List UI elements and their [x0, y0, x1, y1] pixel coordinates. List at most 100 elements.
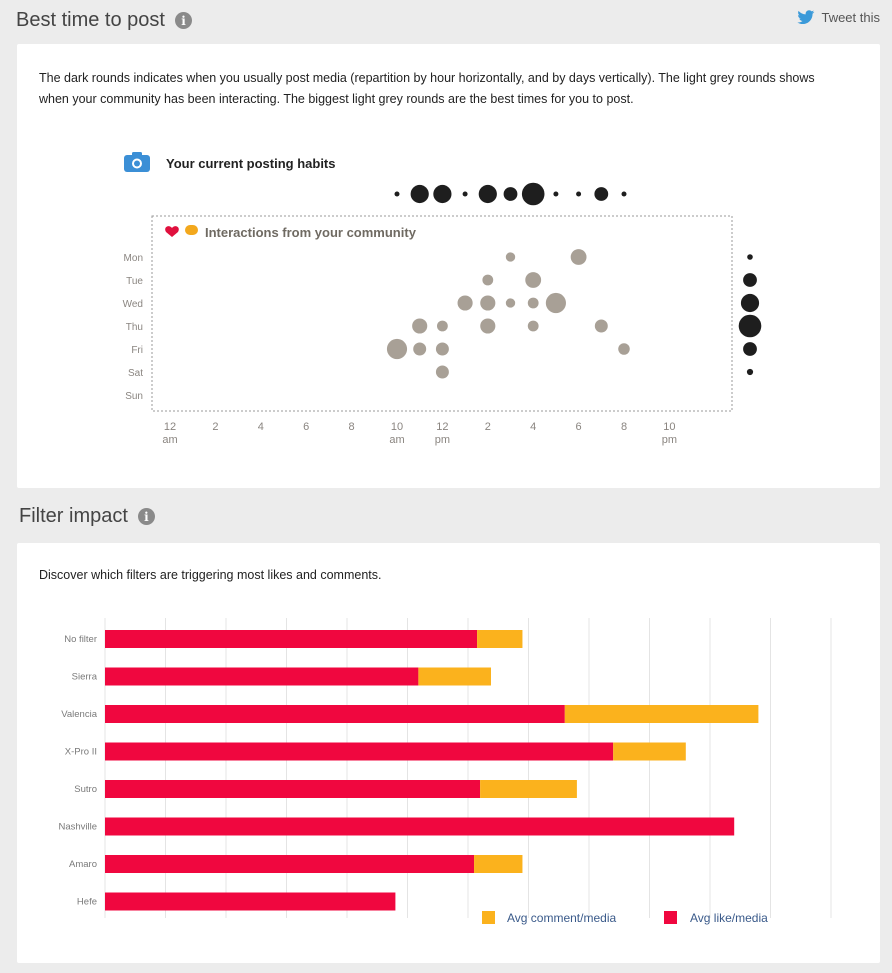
posting-hour-dot	[621, 191, 627, 197]
interaction-dot	[435, 342, 449, 356]
best-time-description: The dark rounds indicates when you usual…	[39, 71, 815, 106]
interaction-dot	[570, 249, 587, 265]
like-bar	[105, 855, 475, 873]
like-bar	[105, 667, 419, 686]
like-bar	[105, 705, 565, 723]
interaction-dot	[525, 272, 542, 288]
interaction-dot	[594, 319, 608, 333]
hour-tick-label: 8	[621, 421, 627, 433]
day-label: Tue	[126, 276, 143, 287]
best-time-chart: Interactions from your community Mon Tue W…	[123, 182, 762, 446]
posting-hour-dot	[521, 182, 545, 206]
like-bar	[105, 817, 735, 836]
hour-tick-sublabel: am	[389, 434, 404, 446]
legend-like-swatch	[664, 911, 677, 924]
posting-hour-dot	[503, 187, 518, 201]
hour-tick-label: 12	[436, 421, 448, 433]
camera-icon	[124, 152, 150, 172]
interaction-dot	[527, 297, 539, 309]
interaction-dot	[413, 342, 427, 356]
hour-tick-sublabel: pm	[662, 434, 677, 446]
posting-habits-label: Your current posting habits	[166, 156, 336, 171]
filter-impact-header: Filter impact i	[19, 505, 155, 528]
hour-tick-sublabel: am	[162, 434, 177, 446]
hour-tick-label: 2	[212, 421, 218, 433]
comment-bar	[477, 630, 523, 648]
info-icon[interactable]: i	[174, 12, 192, 29]
twitter-bird-icon	[797, 10, 815, 25]
posting-day-dot	[743, 342, 757, 356]
like-bar	[105, 780, 481, 798]
interaction-dot	[505, 252, 516, 262]
posting-hour-dot	[394, 191, 400, 197]
filter-label: Sierra	[72, 672, 98, 683]
hour-tick-sublabel: pm	[435, 434, 450, 446]
day-label: Thu	[126, 322, 143, 333]
filter-label: Amaro	[69, 859, 97, 870]
best-time-header: Best time to post i	[16, 9, 192, 32]
hour-tick-label: 10	[663, 421, 675, 433]
interaction-dot	[437, 320, 448, 332]
hour-tick-label: 4	[530, 421, 536, 433]
interactions-box	[151, 215, 733, 412]
interaction-dot	[505, 298, 516, 308]
filter-label: Sutro	[74, 784, 97, 795]
day-label: Wed	[123, 299, 143, 310]
day-label: Fri	[131, 345, 143, 356]
posting-day-dot	[747, 254, 753, 260]
interactions-label: Interactions from your community	[205, 225, 417, 240]
posting-hour-dot	[576, 191, 582, 197]
posting-day-dot	[738, 314, 762, 338]
like-bar	[105, 892, 396, 911]
day-label: Mon	[124, 253, 143, 264]
interaction-dot	[412, 318, 428, 334]
posting-hour-dot	[433, 184, 452, 204]
filter-label: Valencia	[61, 709, 97, 720]
comment-bubble-icon	[185, 225, 198, 235]
filter-label: No filter	[64, 634, 97, 645]
filter-impact-description: Discover which filters are triggering mo…	[39, 568, 382, 582]
day-label: Sun	[125, 391, 143, 402]
tweet-this-button[interactable]: Tweet this	[797, 10, 880, 25]
legend-comment-swatch	[482, 911, 495, 924]
best-time-title: Best time to post	[16, 9, 165, 31]
info-icon[interactable]: i	[137, 508, 155, 525]
like-bar	[105, 630, 478, 648]
posting-hour-dot	[594, 187, 609, 201]
comment-bar	[613, 742, 686, 761]
comment-bar	[418, 667, 491, 686]
hour-tick-label: 8	[349, 421, 355, 433]
filter-bar-chart: No filter Sierra Valencia X-Pro II Sutro Nash…	[58, 618, 832, 925]
interaction-dot	[386, 338, 408, 360]
comment-bar	[474, 855, 523, 873]
legend-like-label: Avg like/media	[690, 911, 768, 925]
posting-hour-dot	[553, 191, 559, 197]
interaction-dot	[480, 295, 496, 311]
hour-tick-label: 12	[164, 421, 176, 433]
interaction-dot	[482, 274, 494, 286]
interaction-dot	[435, 365, 449, 379]
filter-label: Nashville	[58, 822, 97, 833]
like-bar	[105, 742, 614, 761]
legend-comment-label: Avg comment/media	[507, 911, 616, 925]
hour-tick-label: 10	[391, 421, 403, 433]
comment-bar	[564, 705, 759, 723]
hour-tick-label: 2	[485, 421, 491, 433]
day-label: Sat	[128, 368, 143, 379]
interaction-dot	[457, 295, 473, 311]
interaction-dot	[527, 320, 539, 332]
heart-icon	[165, 226, 179, 237]
posting-day-dot	[740, 293, 760, 313]
hour-tick-label: 4	[258, 421, 264, 433]
interaction-dot	[545, 292, 566, 314]
posting-day-dot	[743, 273, 757, 287]
best-time-card: The dark rounds indicates when you usual…	[17, 44, 880, 488]
filter-impact-card: Discover which filters are triggering mo…	[17, 543, 880, 963]
interaction-dot	[618, 343, 630, 355]
tweet-this-label: Tweet this	[821, 10, 880, 25]
filter-label: X-Pro II	[65, 747, 97, 758]
interaction-dot	[480, 318, 496, 334]
posting-hour-dot	[410, 184, 429, 204]
posting-hour-dot	[478, 184, 497, 204]
filter-impact-title: Filter impact	[19, 505, 128, 527]
